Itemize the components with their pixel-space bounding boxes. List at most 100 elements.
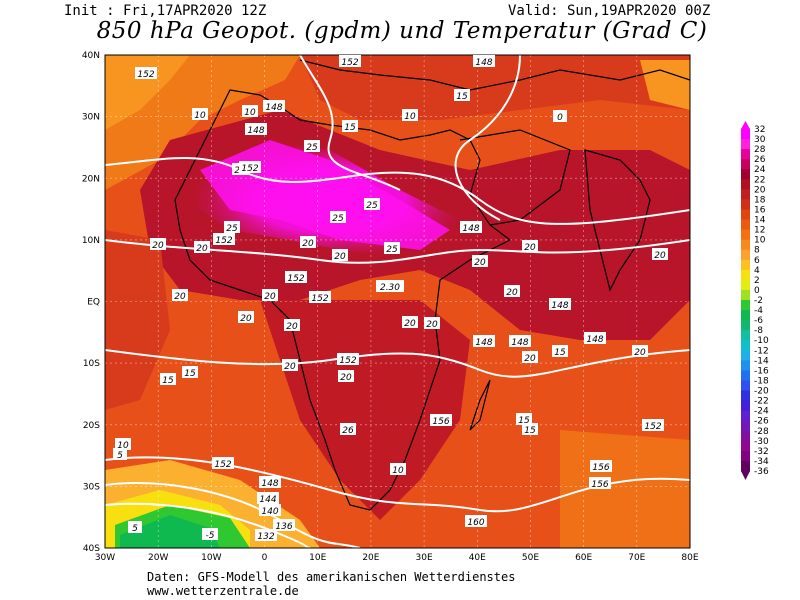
colorbar-swatch (741, 400, 750, 412)
colorbar-swatch (741, 320, 750, 331)
temperature-label: 15 (344, 123, 356, 133)
geopotential-contour (105, 502, 311, 548)
temperature-label: 5 (132, 524, 138, 534)
footer-website: www.wetterzentrale.de (147, 584, 299, 598)
temperature-label: 15 (456, 92, 468, 102)
geopotential-label-box (257, 492, 279, 504)
colorbar-swatch (741, 169, 750, 180)
colorbar-swatch (741, 310, 750, 321)
temperature-label: 10 (392, 466, 404, 476)
geopotential-label: 148 (586, 335, 603, 345)
colorbar-swatch (741, 360, 750, 371)
temperature-label: 20 (284, 362, 296, 372)
temperature-label: 20 (524, 243, 536, 253)
temperature-label-box (632, 345, 648, 357)
colorbar-swatch (741, 189, 750, 200)
longitude-tick-label: 40E (469, 553, 486, 563)
temperature-label-box (402, 109, 418, 121)
geopotential-label: 160 (467, 518, 484, 528)
temperature-label: 20 (196, 244, 208, 254)
temperature-label-box (454, 89, 470, 101)
geopotential-label-box (135, 67, 157, 79)
colorbar-swatch (741, 199, 750, 210)
colorbar-tick-label: 28 (754, 145, 766, 155)
temperature-label: 5 (117, 451, 123, 461)
colorbar-swatch (741, 219, 750, 231)
temperature-label: 20 (152, 241, 164, 251)
temperature-label-box (150, 238, 166, 250)
temperature-label: 26 (342, 426, 354, 436)
colorbar-tick-label: -20 (754, 387, 769, 397)
temperature-label: 15 (184, 369, 196, 379)
geopotential-label: 152 (339, 356, 356, 366)
temperature-label: 20 (404, 319, 416, 329)
footer-data-source: Daten: GFS-Modell des amerikanischen Wet… (147, 570, 516, 584)
geopotential-label: 152 (311, 294, 328, 304)
geopotential-label-box (285, 271, 307, 283)
coastlines (174, 59, 690, 511)
temperature-label-box (522, 240, 538, 252)
temperature-label: 20 (634, 348, 646, 358)
geopotential-label-box (584, 332, 606, 344)
africa-coastline (174, 89, 512, 511)
temperature-label: 20 (174, 292, 186, 302)
temperature-label-box (338, 370, 354, 382)
temperature-label-box (284, 319, 300, 331)
geopotential-label: 152 (341, 58, 358, 68)
geopotential-label: 148 (265, 103, 282, 113)
colorbar-swatch (741, 430, 750, 442)
temperature-label: 15 (554, 348, 566, 358)
temperature-label: 20 (506, 288, 518, 298)
latitude-tick-label: 30S (83, 482, 100, 492)
temperature-label-box (128, 521, 142, 533)
temperature-label: 20 (286, 322, 298, 332)
longitude-axis: 30W 20W 10W 0 10E 20E 30E 40E 50E 60E 70E 80E (95, 553, 699, 563)
latitude-tick-label: 20S (83, 421, 100, 431)
temperature-label-box (304, 140, 320, 152)
temperature-label-box (224, 221, 240, 233)
colorbar-tick-label: -18 (754, 376, 769, 386)
geopotential-label: 140 (261, 507, 278, 517)
temperature-label-box (194, 241, 210, 253)
temperature-label: 2.30 (380, 283, 400, 293)
colorbar-swatch (741, 420, 750, 432)
temperature-label-box (652, 248, 668, 260)
geopotential-label: 136 (275, 522, 292, 532)
temperature-label-box (282, 359, 298, 371)
temperature-label-box (552, 345, 568, 357)
colorbar-tick-label: 18 (754, 195, 766, 205)
temperature-label: 25 (306, 143, 318, 153)
temperature-field-north (300, 55, 690, 120)
latitude-tick-label: 10N (82, 236, 100, 246)
temperature-label-box (172, 289, 188, 301)
temperature-label-box (384, 242, 400, 254)
colorbar-tick-label: -32 (754, 447, 769, 457)
geopotential-label: 148 (462, 224, 479, 234)
longitude-tick-label: 80E (681, 553, 698, 563)
geopotential-label: 152 (214, 460, 231, 470)
geopotential-label-box (259, 476, 281, 488)
colorbar-tick-label: -28 (754, 427, 769, 437)
temperature-label-box (402, 316, 418, 328)
colorbar-swatch (741, 129, 750, 140)
temperature-label-box (504, 285, 520, 297)
temperature-label-box (390, 463, 406, 475)
geopotential-label-box (263, 100, 285, 112)
geopotential-label-box (259, 504, 281, 516)
geopotential-label: 148 (475, 58, 492, 68)
temperature-label-box (202, 528, 218, 540)
geopotential-label: 148 (475, 338, 492, 348)
geopotential-label-box (245, 123, 267, 135)
geopotential-label: 152 (215, 236, 232, 246)
geopotential-label: 144 (259, 495, 276, 505)
temperature-label: 20 (334, 252, 346, 262)
temperature-field-coldest-pool (120, 515, 220, 548)
temperature-label-box (300, 236, 316, 248)
geopotential-label-box (642, 419, 664, 431)
temperature-label: 25 (366, 201, 378, 211)
colorbar-tick-label: -8 (754, 326, 763, 336)
geopotential-labels: 152 152 152 152 152 152 148 148 148 148 148 148 148 1… (135, 55, 664, 542)
madagascar-coastline (469, 379, 491, 431)
temperature-label-box (238, 311, 254, 323)
